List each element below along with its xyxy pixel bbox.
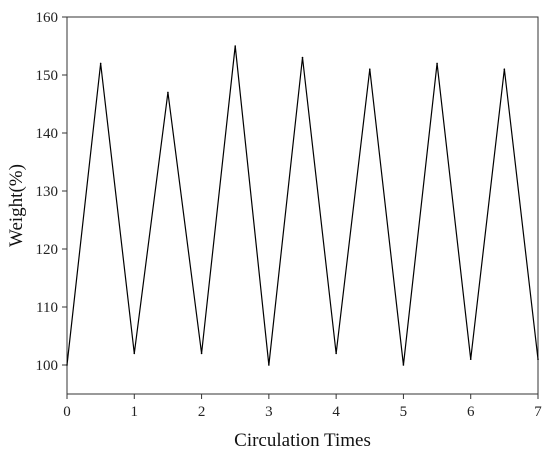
y-tick-label: 110 [36,300,58,316]
data-point [234,45,237,47]
x-tick-label: 3 [265,404,273,420]
x-axis-label: Circulation Times [234,430,371,451]
data-point [133,352,136,355]
y-tick-label: 140 [36,126,59,142]
x-tick-label: 5 [400,404,408,420]
series-layer [66,45,539,366]
data-point [368,68,371,70]
data-point [167,91,169,94]
data-point [301,56,304,59]
y-tick-label: 100 [36,358,59,374]
data-point [469,358,472,361]
data-point [503,68,506,70]
y-tick-label: 160 [36,10,59,26]
y-axis-label: Weight(%) [6,164,27,247]
y-tick-label: 120 [36,242,59,258]
x-axis-ticks: 0 1 2 3 4 5 6 7 [63,394,542,420]
data-point [200,352,203,355]
x-tick-label: 6 [467,404,475,420]
x-tick-label: 4 [332,404,340,420]
data-point [66,364,68,366]
data-point [268,364,270,366]
data-point [402,364,405,366]
y-tick-label: 130 [36,184,59,200]
x-tick-label: 0 [63,404,71,420]
data-point [537,358,539,361]
data-point [99,62,102,65]
y-tick-label: 150 [36,68,59,84]
plot-frame [66,16,539,395]
series-line [66,45,539,366]
x-tick-label: 1 [131,404,139,420]
data-point [335,352,337,355]
y-axis-ticks: 100 110 120 130 140 150 160 [36,10,67,374]
x-tick-label: 7 [534,404,542,420]
x-tick-label: 2 [198,404,206,420]
data-point [436,62,438,65]
